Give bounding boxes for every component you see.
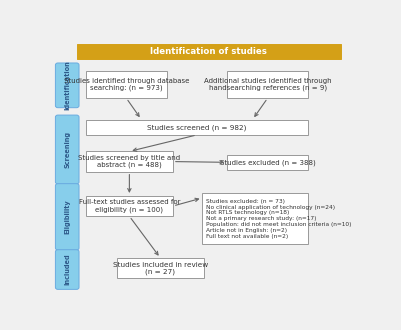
FancyBboxPatch shape: [86, 196, 173, 216]
Text: Identification of studies: Identification of studies: [150, 47, 267, 56]
Text: Studies screened (n = 982): Studies screened (n = 982): [147, 124, 247, 130]
FancyBboxPatch shape: [227, 155, 308, 170]
FancyBboxPatch shape: [117, 258, 204, 279]
FancyBboxPatch shape: [86, 151, 173, 172]
Text: Additional studies identified through
handsearching references (n = 9): Additional studies identified through ha…: [204, 78, 332, 91]
Text: Full-text studies assessed for
eligibility (n = 100): Full-text studies assessed for eligibili…: [79, 199, 180, 213]
FancyBboxPatch shape: [86, 71, 167, 98]
Text: Studies screened by title and
abstract (n = 488): Studies screened by title and abstract (…: [78, 155, 180, 168]
FancyBboxPatch shape: [55, 115, 79, 184]
Text: Studies excluded (n = 388): Studies excluded (n = 388): [220, 159, 316, 166]
Text: Eligibility: Eligibility: [64, 199, 70, 234]
FancyBboxPatch shape: [55, 250, 79, 289]
Text: Studies included in review
(n = 27): Studies included in review (n = 27): [113, 262, 208, 275]
FancyBboxPatch shape: [227, 71, 308, 98]
Text: Screening: Screening: [64, 131, 70, 168]
FancyBboxPatch shape: [86, 120, 308, 135]
Text: Included: Included: [64, 254, 70, 285]
Text: Studies identified through database
searching: (n = 973): Studies identified through database sear…: [64, 78, 189, 91]
FancyBboxPatch shape: [77, 44, 341, 59]
FancyBboxPatch shape: [55, 63, 79, 108]
Text: Studies excluded: (n = 73)
No clinical application of technology (n=24)
Not RTLS: Studies excluded: (n = 73) No clinical a…: [206, 199, 351, 239]
Text: Identification: Identification: [64, 60, 70, 110]
FancyBboxPatch shape: [203, 193, 308, 244]
FancyBboxPatch shape: [55, 184, 79, 250]
